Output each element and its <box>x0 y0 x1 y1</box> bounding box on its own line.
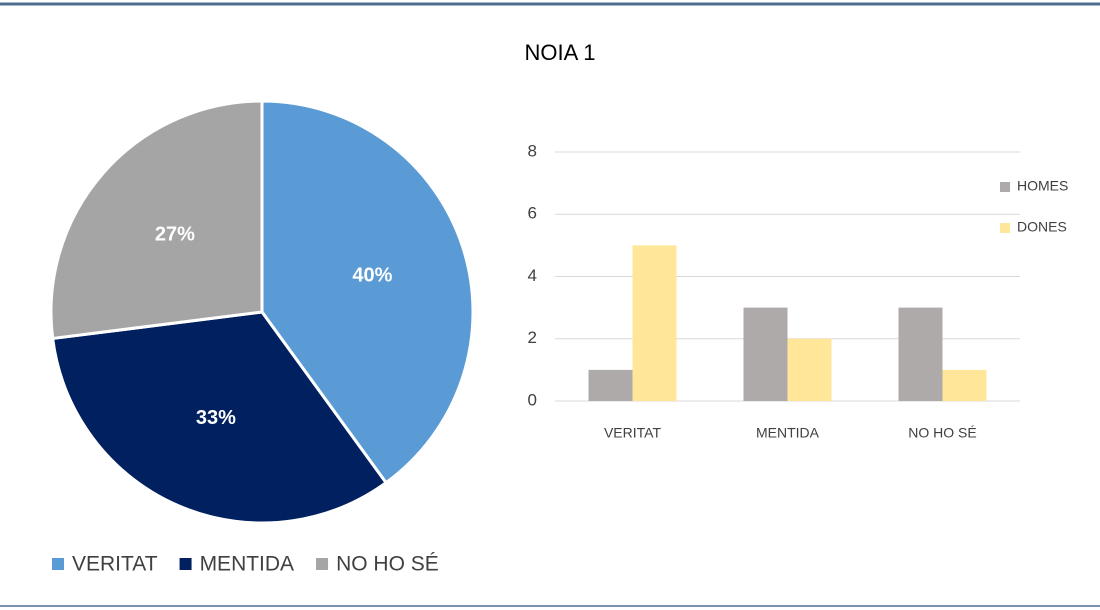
legend-swatch <box>179 558 192 570</box>
bar <box>898 307 943 401</box>
data-label: 40% <box>352 264 392 286</box>
x-tick-label: MENTIDA <box>756 425 820 441</box>
bar <box>632 245 677 401</box>
bar <box>743 307 788 401</box>
legend-label: DONES <box>1017 219 1067 235</box>
x-tick-label: NO HO SÉ <box>908 425 976 441</box>
y-tick-label: 4 <box>528 266 537 285</box>
legend-label: NO HO SÉ <box>336 553 439 576</box>
legend-label: MENTIDA <box>200 553 295 576</box>
y-tick-label: 6 <box>528 204 537 223</box>
y-tick-label: 2 <box>528 328 537 347</box>
y-tick-label: 8 <box>528 141 537 160</box>
legend-swatch <box>52 558 64 570</box>
pie-slice <box>50 310 389 525</box>
bar <box>942 369 987 401</box>
data-label: 33% <box>196 407 236 429</box>
legend-swatch <box>1000 182 1010 192</box>
bar <box>588 369 633 401</box>
legend-label: VERITAT <box>72 553 158 576</box>
data-label: 27% <box>155 224 195 246</box>
legend-label: HOMES <box>1017 178 1068 194</box>
y-tick-label: 0 <box>528 390 537 409</box>
pie-slice <box>260 99 475 485</box>
chart-title: NOIA 1 <box>525 40 596 65</box>
pie-slice <box>49 99 264 341</box>
bar <box>787 338 832 401</box>
legend-swatch <box>1000 223 1010 233</box>
legend-swatch <box>316 558 329 570</box>
x-tick-label: VERITAT <box>604 425 661 441</box>
